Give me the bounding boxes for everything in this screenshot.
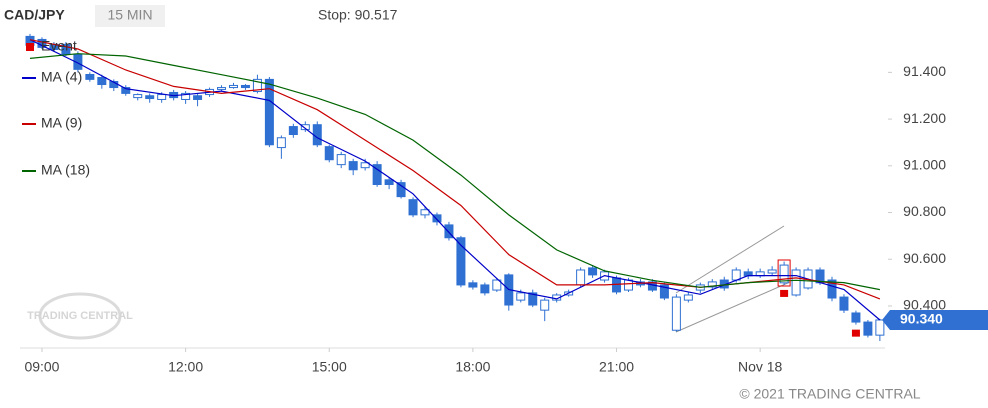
legend-label: MA (4) [41,69,82,85]
candle-body [372,164,382,185]
candle-body [624,279,633,291]
candle-body [791,269,801,296]
interval-button[interactable] [95,5,165,27]
candle-body [516,292,526,301]
candle-body [276,137,286,149]
x-tick-label: 15:00 [312,359,347,375]
candle-body [133,94,143,99]
watermark: TRADING CENTRAL [27,292,133,340]
event-highlight [777,259,791,287]
y-tick-label: 91.400 [903,63,946,79]
price-tag [882,309,988,330]
legend-label: Event [41,38,77,54]
pattern-line [675,225,785,294]
watermark-text: TRADING CENTRAL [27,310,133,322]
candle-body [264,78,274,146]
candle-body [181,92,191,100]
candle-body [252,78,262,93]
stop-label: Stop: 90.517 [318,7,398,23]
candle-body [480,284,490,294]
x-tick-label: 18:00 [455,359,490,375]
event-marker [851,329,860,337]
x-tick-label: Nov 18 [738,359,783,375]
candle-body [288,126,298,136]
candle-body [193,95,203,100]
candle-body [707,281,717,288]
ma-line [29,39,881,321]
candle-body [863,321,873,336]
legend-label: MA (18) [41,162,90,178]
candle-body [396,182,406,198]
candle-body [492,279,502,291]
legend-label: MA (9) [41,115,82,131]
candle-body [217,87,227,90]
candle-body [300,124,310,131]
candle-body [420,209,430,216]
y-tick-label: 90.800 [903,203,946,219]
chart-title: CAD/JPY [4,7,65,23]
candle-body [444,224,454,239]
x-tick-label: 21:00 [599,359,634,375]
candle-body [659,284,669,299]
y-tick-label: 91.200 [903,110,946,126]
candle-body [360,162,370,169]
candle-body [851,312,861,323]
candle-body [97,77,107,86]
candle-body [731,269,741,281]
candle-body [384,179,394,185]
y-tick-label: 90.400 [903,297,946,313]
ma-line [29,53,881,291]
candle-body [228,84,238,89]
candle-body [121,87,131,94]
pattern-line [675,281,791,333]
candle-body [336,154,346,166]
candle-body [671,296,681,331]
candle-body [540,299,550,311]
x-tick-label: 09:00 [24,359,59,375]
event-marker [780,289,789,297]
x-tick-label: 12:00 [168,359,203,375]
y-tick-label: 90.600 [903,250,946,266]
candle-body [312,124,322,146]
candle-body [456,237,466,286]
candle-body [348,161,358,171]
ma-line [29,39,881,300]
price-tag-label: 90.340 [900,311,943,327]
interval-label[interactable]: 15 MIN [107,7,152,23]
candle-body [839,296,849,311]
candle-body [145,95,155,100]
candle-body [408,199,418,216]
candle-body [157,94,167,100]
candle-body [767,269,777,274]
candle-body [827,279,837,299]
candle-body [588,267,598,276]
legend-swatch [26,43,34,51]
candle-body [85,73,95,80]
candle-body [324,146,334,161]
candle-body [779,264,789,284]
candle-body [73,53,83,70]
candle-body [875,319,885,336]
candle-body [432,214,442,223]
watermark-logo [38,292,122,340]
copyright: © 2021 TRADING CENTRAL [739,386,920,402]
candle-body [683,294,693,301]
y-tick-label: 91.000 [903,157,946,173]
candle-body [576,269,586,286]
candle-body [240,84,250,89]
candle-body [528,292,538,306]
candle-body [468,282,478,288]
